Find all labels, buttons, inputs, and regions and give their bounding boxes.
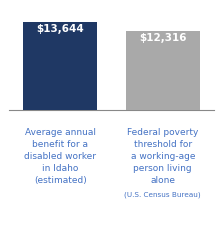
Text: (U.S. Census Bureau): (U.S. Census Bureau)	[124, 192, 201, 198]
Text: Average annual
benefit for a
disabled worker
in Idaho
(estimated): Average annual benefit for a disabled wo…	[24, 128, 96, 185]
Text: $12,316: $12,316	[139, 33, 187, 43]
Bar	[126, 31, 200, 110]
Bar	[23, 22, 97, 110]
Text: Federal poverty
threshold for
a working-age
person living
alone: Federal poverty threshold for a working-…	[127, 128, 198, 185]
Text: $13,644: $13,644	[36, 24, 84, 34]
